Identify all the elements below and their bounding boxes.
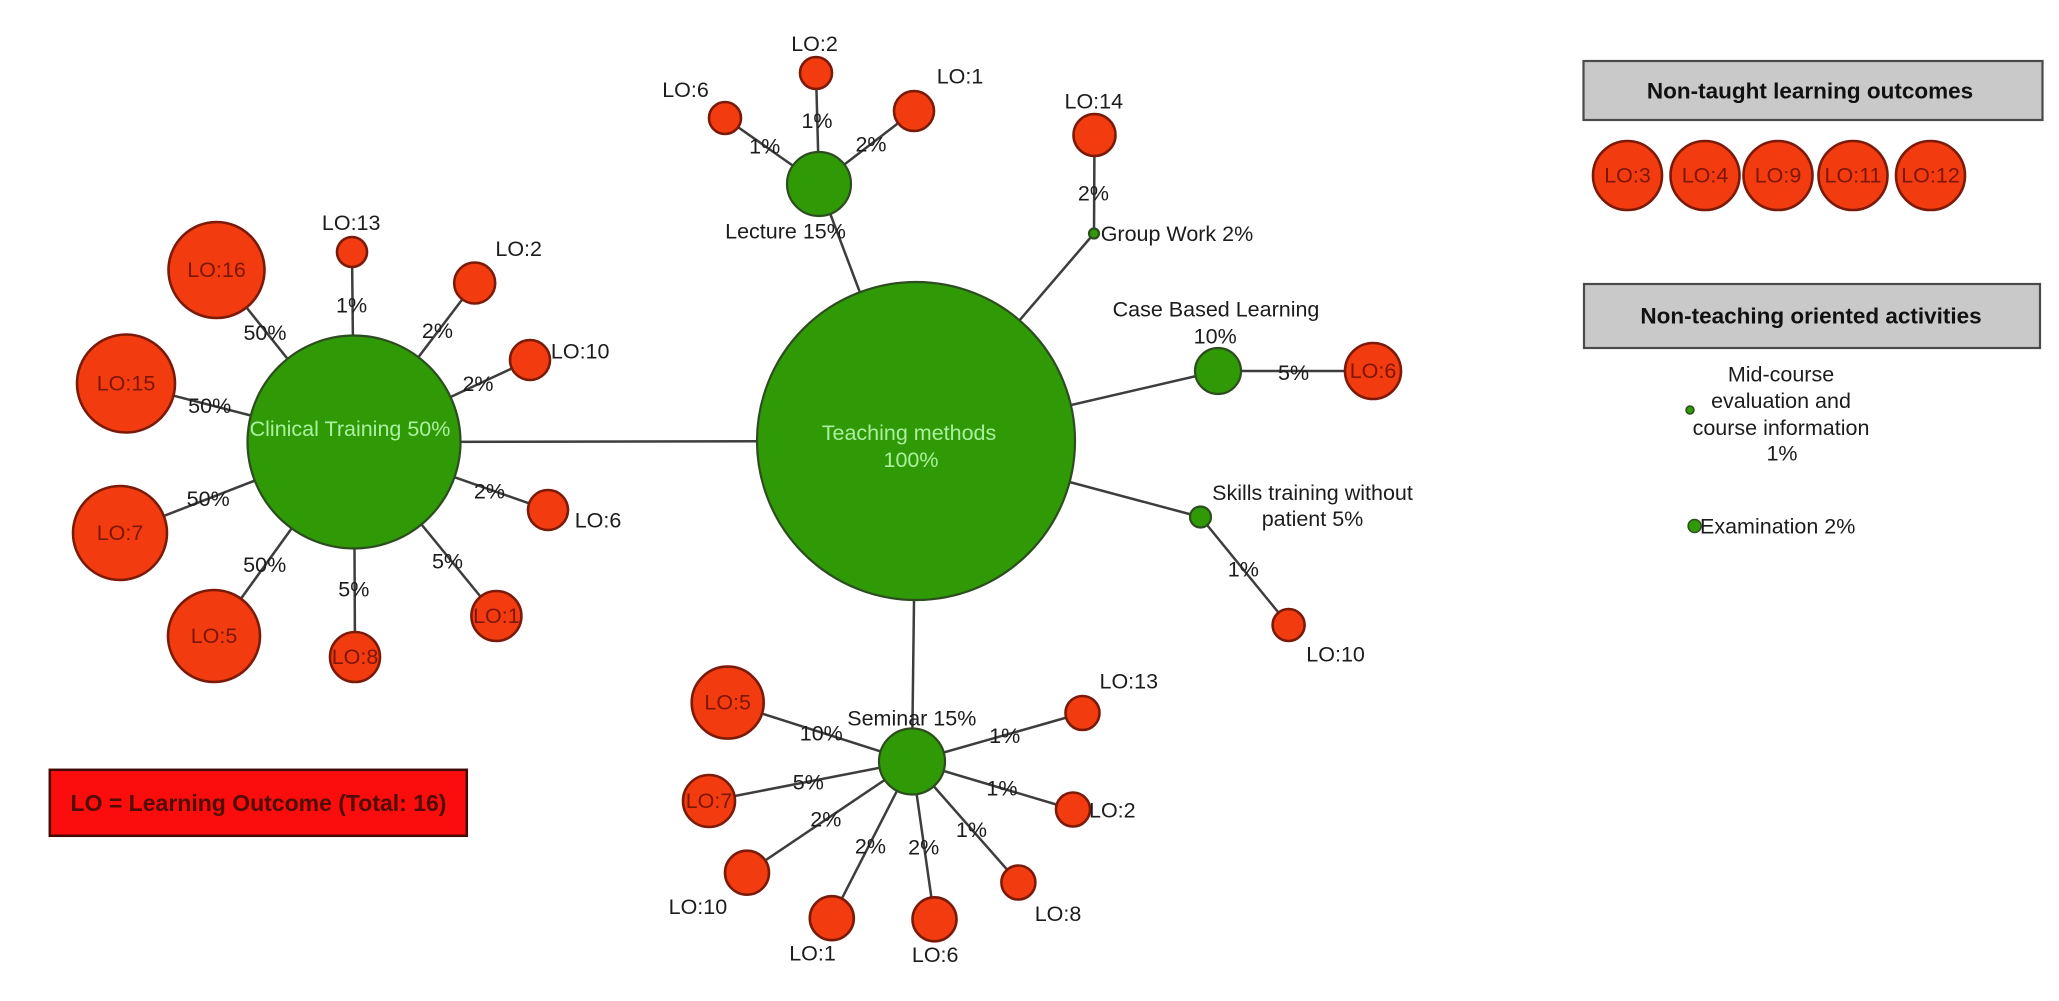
svg-text:LO:10: LO:10 [669,895,728,919]
svg-text:Case Based Learning: Case Based Learning [1113,297,1320,321]
svg-text:LO:6: LO:6 [912,943,959,967]
svg-text:LO = Learning Outcome (Total:: LO = Learning Outcome (Total: 16) [71,790,447,816]
svg-text:5%: 5% [793,771,824,795]
svg-text:2%: 2% [908,835,939,859]
svg-text:10%: 10% [800,721,843,745]
svg-text:1%: 1% [336,294,367,318]
svg-text:LO:12: LO:12 [1901,164,1960,188]
svg-text:LO:13: LO:13 [1100,670,1159,694]
svg-text:2%: 2% [462,372,493,396]
svg-text:LO:5: LO:5 [191,624,238,648]
svg-text:LO:13: LO:13 [322,211,381,235]
svg-text:1%: 1% [989,724,1020,748]
svg-text:1%: 1% [986,777,1017,801]
svg-text:Seminar 15%: Seminar 15% [847,707,976,731]
svg-text:Teaching methods: Teaching methods [822,421,997,445]
svg-text:2%: 2% [474,480,505,504]
svg-text:Group Work 2%: Group Work 2% [1101,222,1254,246]
svg-text:course information: course information [1693,416,1870,440]
svg-text:LO:2: LO:2 [791,32,838,56]
svg-text:LO:6: LO:6 [575,509,622,533]
svg-text:Non-taught learning outcomes: Non-taught learning outcomes [1647,79,1973,104]
svg-text:2%: 2% [422,319,453,343]
svg-text:LO:10: LO:10 [551,340,610,364]
svg-text:50%: 50% [188,394,231,418]
svg-text:LO:8: LO:8 [332,645,379,669]
svg-text:100%: 100% [884,448,939,472]
svg-text:LO:14: LO:14 [1065,90,1124,114]
svg-text:LO:1: LO:1 [473,604,520,628]
svg-text:LO:2: LO:2 [495,237,542,261]
svg-text:LO:5: LO:5 [704,691,751,715]
svg-text:LO:1: LO:1 [789,941,836,965]
svg-text:1%: 1% [749,135,780,159]
svg-text:1%: 1% [801,109,832,133]
svg-text:1%: 1% [956,818,987,842]
svg-text:LO:16: LO:16 [187,258,246,282]
svg-text:LO:3: LO:3 [1604,164,1651,188]
svg-text:2%: 2% [855,834,886,858]
svg-text:LO:7: LO:7 [97,521,144,545]
svg-text:Non-teaching oriented activiti: Non-teaching oriented activities [1640,304,1981,329]
svg-text:LO:10: LO:10 [1306,643,1365,667]
svg-text:10%: 10% [1194,325,1237,349]
svg-text:Lecture 15%: Lecture 15% [725,220,846,244]
svg-text:LO:11: LO:11 [1825,164,1882,188]
svg-text:1%: 1% [1766,441,1797,465]
svg-text:Skills training without: Skills training without [1212,481,1413,505]
svg-text:LO:4: LO:4 [1682,164,1729,188]
svg-text:Examination 2%: Examination 2% [1700,514,1855,538]
svg-text:Clinical Training 50%: Clinical Training 50% [250,417,451,441]
svg-text:patient 5%: patient 5% [1262,507,1364,531]
svg-text:2%: 2% [810,807,841,831]
svg-text:evaluation and: evaluation and [1711,389,1851,413]
svg-text:LO:8: LO:8 [1035,902,1082,926]
svg-text:5%: 5% [338,578,369,602]
svg-text:LO:9: LO:9 [1755,164,1802,188]
svg-text:50%: 50% [243,321,286,345]
svg-text:5%: 5% [432,550,463,574]
svg-text:2%: 2% [855,133,886,157]
svg-text:LO:7: LO:7 [686,789,733,813]
svg-text:LO:6: LO:6 [1350,359,1397,383]
svg-text:5%: 5% [1278,361,1309,385]
svg-text:1%: 1% [1228,557,1259,581]
svg-text:Mid-course: Mid-course [1728,362,1834,386]
svg-text:LO:1: LO:1 [937,65,984,89]
svg-text:50%: 50% [243,553,286,577]
svg-text:LO:15: LO:15 [97,372,156,396]
svg-text:2%: 2% [1078,181,1109,205]
svg-text:LO:6: LO:6 [662,78,709,102]
svg-text:50%: 50% [187,487,230,511]
svg-text:LO:2: LO:2 [1089,799,1136,823]
